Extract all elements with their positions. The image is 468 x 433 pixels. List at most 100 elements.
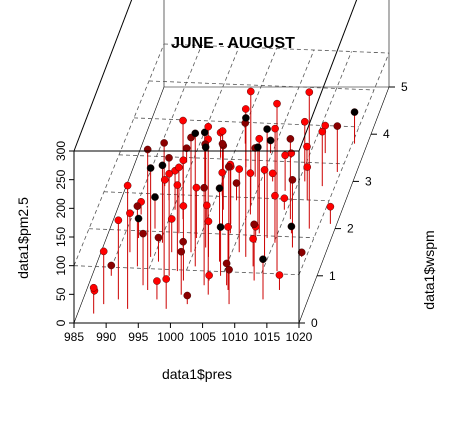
regression-plane [73, 43, 390, 276]
data-point [151, 193, 159, 201]
data-point [326, 202, 335, 211]
data-point [160, 139, 168, 147]
plane-grid-line [298, 52, 390, 275]
data-point [225, 265, 233, 274]
data-point [288, 176, 297, 184]
data-point [218, 127, 227, 135]
x-tick-label: 1000 [157, 330, 184, 344]
box-back-edges [73, 0, 390, 324]
data-point [203, 201, 211, 210]
y-tick-label: 5 [401, 80, 408, 94]
data-point [305, 88, 314, 96]
data-point [139, 229, 147, 238]
chart-title: JUNE - AUGUST [171, 35, 295, 52]
data-point [249, 235, 257, 243]
data-point [242, 114, 250, 122]
data-point [165, 154, 173, 162]
data-point [183, 291, 192, 300]
x-axis-label: data1$pres [162, 366, 232, 382]
data-point [297, 248, 306, 257]
data-point [204, 217, 213, 226]
y-tick-label: 4 [383, 127, 390, 141]
data-point [215, 184, 224, 193]
x-tick-label: 1015 [254, 330, 281, 344]
data-point [255, 134, 264, 143]
data-point [99, 247, 108, 256]
plane-grid-line [148, 46, 240, 269]
data-point [162, 275, 170, 283]
plane-grid-line [148, 80, 375, 91]
data-point [303, 142, 311, 151]
x-tick-label: 1010 [221, 330, 248, 344]
x-tick-label: 985 [64, 330, 84, 344]
z-tick-label: 100 [54, 255, 68, 275]
data-point [303, 163, 312, 171]
data-point [179, 202, 188, 210]
data-point [143, 145, 152, 154]
data-point [114, 216, 123, 225]
data-point [246, 169, 255, 177]
data-point [218, 168, 227, 177]
data-point [224, 162, 233, 171]
data-point [182, 144, 191, 152]
data-point [266, 136, 275, 145]
data-point [205, 271, 213, 280]
data-point [333, 122, 342, 130]
data-point [280, 194, 289, 203]
data-point [160, 176, 169, 184]
plane-grid-line [223, 49, 315, 272]
data-point [287, 222, 296, 231]
data-point [167, 215, 176, 223]
data-point [250, 220, 258, 229]
z-tick-label: 50 [54, 287, 68, 301]
box-edge [298, 86, 390, 324]
data-point [259, 255, 267, 264]
data-point [300, 117, 309, 126]
data-point [281, 151, 289, 160]
data-point [268, 169, 277, 178]
axes: 985 990 995 1000 1005 1010 1015 102005010015020… [54, 80, 408, 344]
data-point [165, 169, 173, 178]
y-tick-label: 2 [347, 222, 354, 236]
data-point [271, 191, 279, 200]
data-point [146, 164, 155, 172]
data-point [200, 183, 208, 192]
data-point [107, 261, 116, 270]
box-edge [73, 0, 133, 152]
drop-lines [93, 91, 356, 314]
data-point [263, 125, 271, 133]
data-point [218, 139, 227, 148]
data-point [318, 127, 327, 136]
data-point [134, 214, 143, 223]
y-axis-label: data1$wspm [421, 230, 437, 309]
z-tick-label: 200 [54, 198, 68, 218]
data-point [192, 183, 201, 192]
data-point [200, 128, 209, 137]
data-point [201, 143, 210, 151]
plane-grid-line [163, 43, 390, 54]
data-point [254, 143, 262, 151]
plane-grid-line [118, 154, 345, 165]
data-point [204, 122, 213, 131]
data-point [153, 277, 161, 285]
data-point [175, 163, 183, 172]
y-tick-label: 3 [365, 174, 372, 188]
data-point [235, 165, 244, 173]
data-point [246, 87, 255, 96]
box-edge [298, 0, 358, 152]
data-point [273, 99, 281, 108]
data-point [177, 247, 186, 256]
data-point [350, 108, 359, 116]
data-point [260, 166, 269, 174]
data-point [224, 223, 232, 231]
y-tick-label: 1 [329, 269, 336, 283]
x-tick-label: 1005 [189, 330, 216, 344]
plane-grid-line [88, 228, 315, 239]
x-tick-label: 995 [128, 330, 148, 344]
data-point [179, 156, 188, 165]
data-point [126, 209, 134, 218]
z-tick-label: 300 [54, 141, 68, 161]
data-point [123, 181, 132, 190]
data-point [216, 223, 225, 231]
data-point [179, 237, 187, 246]
